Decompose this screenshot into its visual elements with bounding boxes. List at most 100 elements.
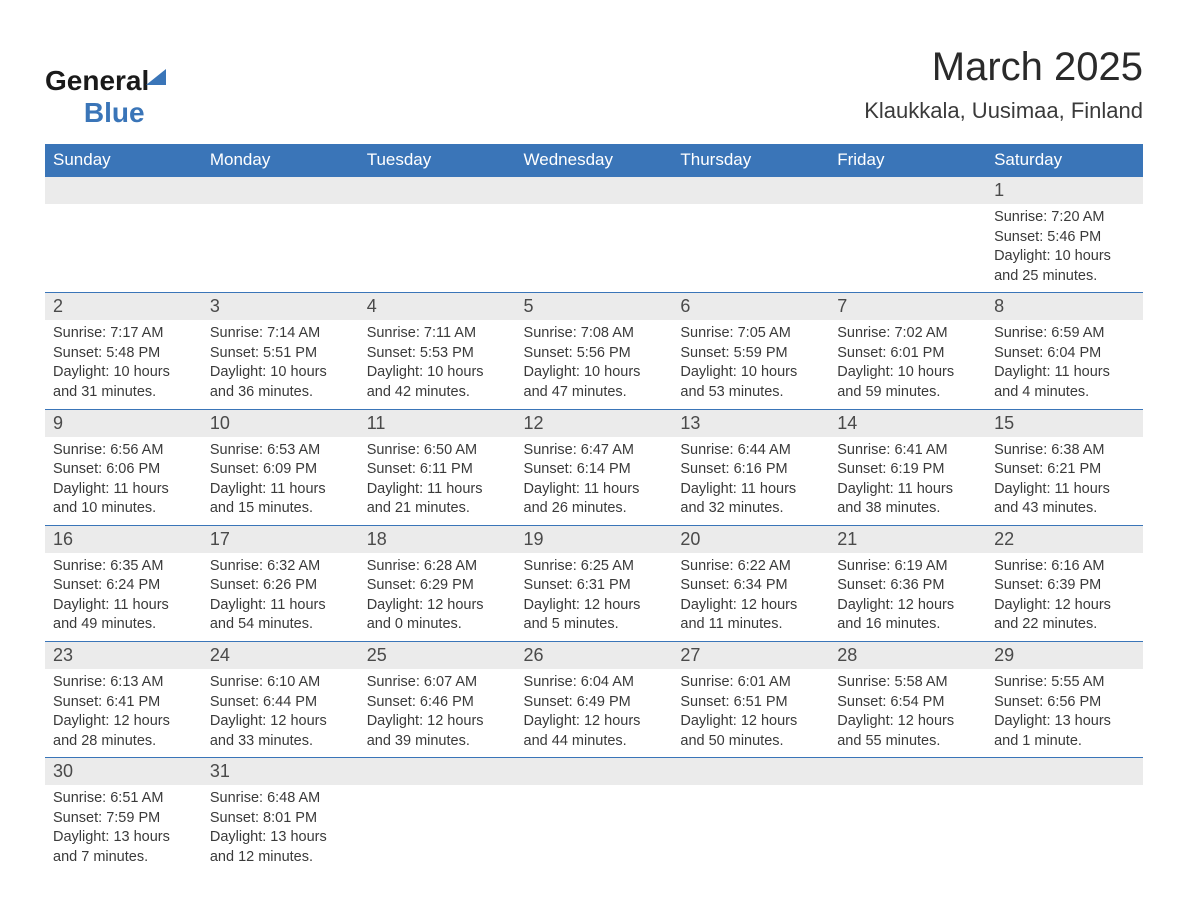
- week-content-row: Sunrise: 6:51 AMSunset: 7:59 PMDaylight:…: [45, 785, 1143, 873]
- day-number: 8: [986, 293, 1143, 321]
- day-content: [202, 204, 359, 293]
- day-content: Sunrise: 6:51 AMSunset: 7:59 PMDaylight:…: [45, 785, 202, 873]
- sunset-text: Sunset: 6:44 PM: [210, 693, 351, 713]
- day-number: 16: [45, 525, 202, 553]
- day-header: Tuesday: [359, 144, 516, 177]
- daylight-text: Daylight: 11 hours and 26 minutes.: [524, 480, 665, 519]
- day-number: 20: [672, 525, 829, 553]
- sunrise-text: Sunrise: 7:20 AM: [994, 208, 1135, 228]
- sunrise-text: Sunrise: 6:44 AM: [680, 441, 821, 461]
- sunset-text: Sunset: 6:11 PM: [367, 460, 508, 480]
- sunrise-text: Sunrise: 6:19 AM: [837, 557, 978, 577]
- sunset-text: Sunset: 6:51 PM: [680, 693, 821, 713]
- sunset-text: Sunset: 7:59 PM: [53, 809, 194, 829]
- sunset-text: Sunset: 5:48 PM: [53, 344, 194, 364]
- day-content: Sunrise: 6:28 AMSunset: 6:29 PMDaylight:…: [359, 553, 516, 642]
- day-content: Sunrise: 5:58 AMSunset: 6:54 PMDaylight:…: [829, 669, 986, 758]
- daylight-text: Daylight: 10 hours and 59 minutes.: [837, 363, 978, 402]
- daylight-text: Daylight: 12 hours and 39 minutes.: [367, 712, 508, 751]
- sunset-text: Sunset: 6:54 PM: [837, 693, 978, 713]
- sunrise-text: Sunrise: 5:58 AM: [837, 673, 978, 693]
- sunrise-text: Sunrise: 6:48 AM: [210, 789, 351, 809]
- week-number-row: 23242526272829: [45, 642, 1143, 670]
- sunset-text: Sunset: 6:14 PM: [524, 460, 665, 480]
- sunrise-text: Sunrise: 7:02 AM: [837, 324, 978, 344]
- day-number: [672, 177, 829, 205]
- logo: General Blue: [45, 65, 166, 129]
- daylight-text: Daylight: 12 hours and 5 minutes.: [524, 596, 665, 635]
- daylight-text: Daylight: 11 hours and 43 minutes.: [994, 480, 1135, 519]
- day-number: 31: [202, 758, 359, 786]
- daylight-text: Daylight: 10 hours and 42 minutes.: [367, 363, 508, 402]
- week-content-row: Sunrise: 7:17 AMSunset: 5:48 PMDaylight:…: [45, 320, 1143, 409]
- page-subtitle: Klaukkala, Uusimaa, Finland: [864, 98, 1143, 124]
- title-block: March 2025 Klaukkala, Uusimaa, Finland: [864, 45, 1143, 124]
- day-content: Sunrise: 6:41 AMSunset: 6:19 PMDaylight:…: [829, 437, 986, 526]
- page-title: March 2025: [864, 45, 1143, 90]
- day-number: 6: [672, 293, 829, 321]
- daylight-text: Daylight: 10 hours and 31 minutes.: [53, 363, 194, 402]
- day-content: [359, 785, 516, 873]
- sunset-text: Sunset: 6:39 PM: [994, 576, 1135, 596]
- sunrise-text: Sunrise: 6:01 AM: [680, 673, 821, 693]
- sunset-text: Sunset: 6:19 PM: [837, 460, 978, 480]
- daylight-text: Daylight: 11 hours and 32 minutes.: [680, 480, 821, 519]
- sunrise-text: Sunrise: 6:38 AM: [994, 441, 1135, 461]
- day-content: [672, 785, 829, 873]
- daylight-text: Daylight: 11 hours and 4 minutes.: [994, 363, 1135, 402]
- day-content: Sunrise: 6:10 AMSunset: 6:44 PMDaylight:…: [202, 669, 359, 758]
- daylight-text: Daylight: 12 hours and 16 minutes.: [837, 596, 978, 635]
- day-number: 30: [45, 758, 202, 786]
- day-content: Sunrise: 6:19 AMSunset: 6:36 PMDaylight:…: [829, 553, 986, 642]
- day-content: Sunrise: 6:38 AMSunset: 6:21 PMDaylight:…: [986, 437, 1143, 526]
- sunset-text: Sunset: 6:31 PM: [524, 576, 665, 596]
- day-number: 19: [516, 525, 673, 553]
- day-number: [516, 177, 673, 205]
- day-number: 21: [829, 525, 986, 553]
- day-number: 3: [202, 293, 359, 321]
- day-number: [516, 758, 673, 786]
- sunrise-text: Sunrise: 7:11 AM: [367, 324, 508, 344]
- sunset-text: Sunset: 6:16 PM: [680, 460, 821, 480]
- day-content: Sunrise: 7:14 AMSunset: 5:51 PMDaylight:…: [202, 320, 359, 409]
- sunrise-text: Sunrise: 6:07 AM: [367, 673, 508, 693]
- sunset-text: Sunset: 6:21 PM: [994, 460, 1135, 480]
- daylight-text: Daylight: 12 hours and 0 minutes.: [367, 596, 508, 635]
- daylight-text: Daylight: 11 hours and 10 minutes.: [53, 480, 194, 519]
- day-content: Sunrise: 6:04 AMSunset: 6:49 PMDaylight:…: [516, 669, 673, 758]
- day-number: 2: [45, 293, 202, 321]
- daylight-text: Daylight: 10 hours and 25 minutes.: [994, 247, 1135, 286]
- logo-text-general: General: [45, 65, 149, 96]
- sunset-text: Sunset: 5:46 PM: [994, 228, 1135, 248]
- day-content: Sunrise: 7:11 AMSunset: 5:53 PMDaylight:…: [359, 320, 516, 409]
- sunrise-text: Sunrise: 6:22 AM: [680, 557, 821, 577]
- week-number-row: 2345678: [45, 293, 1143, 321]
- calendar-body: 1Sunrise: 7:20 AMSunset: 5:46 PMDaylight…: [45, 177, 1143, 874]
- day-content: Sunrise: 6:07 AMSunset: 6:46 PMDaylight:…: [359, 669, 516, 758]
- calendar-table: Sunday Monday Tuesday Wednesday Thursday…: [45, 144, 1143, 874]
- day-number: 28: [829, 642, 986, 670]
- day-number: 14: [829, 409, 986, 437]
- sunset-text: Sunset: 8:01 PM: [210, 809, 351, 829]
- week-number-row: 9101112131415: [45, 409, 1143, 437]
- day-content: [672, 204, 829, 293]
- sunset-text: Sunset: 6:49 PM: [524, 693, 665, 713]
- daylight-text: Daylight: 12 hours and 33 minutes.: [210, 712, 351, 751]
- day-number: 10: [202, 409, 359, 437]
- day-content: Sunrise: 6:48 AMSunset: 8:01 PMDaylight:…: [202, 785, 359, 873]
- sunset-text: Sunset: 6:41 PM: [53, 693, 194, 713]
- daylight-text: Daylight: 11 hours and 49 minutes.: [53, 596, 194, 635]
- sunrise-text: Sunrise: 6:35 AM: [53, 557, 194, 577]
- sunrise-text: Sunrise: 6:10 AM: [210, 673, 351, 693]
- sunrise-text: Sunrise: 6:28 AM: [367, 557, 508, 577]
- day-number: 1: [986, 177, 1143, 205]
- sunrise-text: Sunrise: 6:50 AM: [367, 441, 508, 461]
- day-content: Sunrise: 6:50 AMSunset: 6:11 PMDaylight:…: [359, 437, 516, 526]
- sunset-text: Sunset: 6:56 PM: [994, 693, 1135, 713]
- day-content: Sunrise: 6:01 AMSunset: 6:51 PMDaylight:…: [672, 669, 829, 758]
- sunset-text: Sunset: 6:09 PM: [210, 460, 351, 480]
- sunset-text: Sunset: 5:53 PM: [367, 344, 508, 364]
- week-content-row: Sunrise: 7:20 AMSunset: 5:46 PMDaylight:…: [45, 204, 1143, 293]
- day-number: [359, 758, 516, 786]
- sunrise-text: Sunrise: 7:05 AM: [680, 324, 821, 344]
